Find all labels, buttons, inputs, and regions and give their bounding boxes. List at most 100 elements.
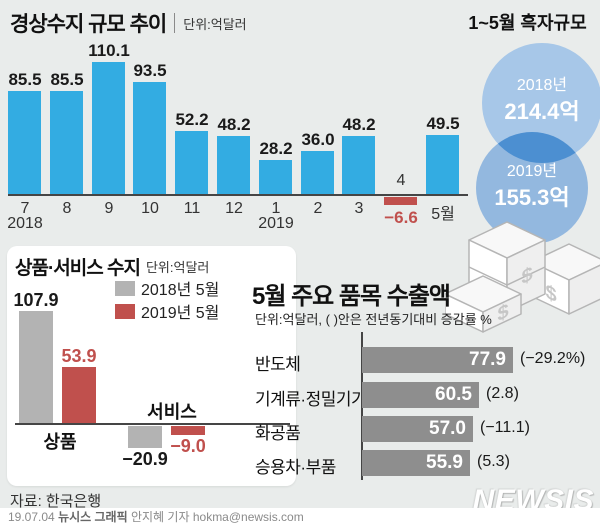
legend-label-2018: 2018년 5월 bbox=[141, 282, 220, 299]
export-change-label: (−11.1) bbox=[480, 419, 530, 436]
month-label: 10 bbox=[141, 200, 159, 217]
export-bar-value: 77.9 bbox=[469, 349, 506, 370]
top-chart-bar bbox=[426, 135, 459, 194]
circle-2019-value: 155.3억 bbox=[494, 185, 569, 210]
circle-2019-year: 2019년 bbox=[507, 162, 557, 180]
money-bundle-face bbox=[568, 264, 600, 315]
top-chart-bar bbox=[301, 151, 334, 194]
month-label: 5월 bbox=[431, 206, 455, 223]
exports-title: 5월 주요 품목 수출액 bbox=[252, 283, 451, 310]
export-item-label: 승용차·부품 bbox=[255, 458, 336, 477]
top-chart-bar bbox=[50, 91, 83, 194]
export-item-label: 기계류·정밀기기 bbox=[255, 390, 367, 409]
month-label: 12 bbox=[225, 200, 243, 217]
top-chart-bar bbox=[92, 62, 125, 194]
top-chart-bar bbox=[133, 82, 166, 194]
goods-services-panel: 상품·서비스 수지 단위:억달러 2018년 5월 2019년 5월 107.9… bbox=[7, 246, 296, 486]
export-bar: 60.5 bbox=[362, 382, 479, 408]
title-divider bbox=[174, 13, 176, 33]
legend-row-2019: 2019년 5월 bbox=[115, 299, 219, 323]
surplus-title: 1~5월 흑자규모 bbox=[468, 13, 587, 33]
exports-bar-list: 반도체 77.9 (−29.2%) 기계류·정밀기기 60.5 (2.8) 화공품 57.0 (… bbox=[255, 330, 600, 505]
x-axis-line bbox=[15, 423, 290, 425]
export-change-label: (5.3) bbox=[477, 453, 510, 470]
top-chart-unit: 단위:억달러 bbox=[183, 16, 247, 32]
goods-services-bar-chart: 107.9 −20.9 53.9 −9.0 상품 서비스 bbox=[7, 246, 296, 486]
credit-rest: 안지혜 기자 hokma@newsis.com bbox=[127, 510, 304, 524]
circle-2018-value: 214.4억 bbox=[504, 99, 579, 124]
money-stack-illustration: $ $ $ bbox=[445, 221, 600, 333]
circle-2018 bbox=[482, 43, 600, 163]
category-label-goods: 상품 bbox=[43, 432, 77, 452]
top-chart-bar bbox=[217, 136, 250, 194]
month-label: 7 bbox=[20, 200, 30, 217]
export-change-label: (−29.2%) bbox=[520, 350, 586, 367]
money-bundle-face bbox=[482, 293, 522, 333]
month-label: 4 bbox=[396, 172, 406, 189]
surplus-bubble-chart: 2018년 214.4억 2019년 155.3억 bbox=[476, 43, 600, 244]
goods-services-header: 상품·서비스 수지 단위:억달러 bbox=[15, 253, 209, 280]
bar-value-label: 28.2 bbox=[259, 139, 293, 158]
exports-unit-note: 단위:억달러, ( )안은 전년동기대비 증감률 % bbox=[255, 312, 492, 327]
export-bar: 57.0 bbox=[362, 416, 473, 442]
top-chart-title: 경상수지 규모 추이 bbox=[10, 13, 167, 36]
category-label-services: 서비스 bbox=[147, 402, 197, 422]
goods-bar bbox=[19, 311, 53, 423]
source-note: 자료: 한국은행 bbox=[10, 493, 102, 510]
legend-swatch-2018 bbox=[115, 280, 135, 296]
dollar-sign-icon: $ bbox=[545, 280, 556, 307]
year-label: 2018 bbox=[7, 215, 43, 232]
bar-value-label: 52.2 bbox=[175, 110, 209, 129]
bar-value-label: 48.2 bbox=[342, 115, 376, 134]
top-chart-bar bbox=[342, 136, 375, 194]
credit-org: 뉴시스 그래픽 bbox=[58, 510, 128, 524]
month-label: 2 bbox=[313, 200, 323, 217]
goods-services-title: 상품·서비스 수지 bbox=[15, 258, 141, 279]
goods-value-label: 53.9 bbox=[61, 346, 97, 366]
export-bar-value: 57.0 bbox=[429, 418, 466, 439]
x-axis-line bbox=[8, 194, 468, 196]
top-chart-bar bbox=[259, 160, 292, 194]
circle-2018-year: 2018년 bbox=[517, 76, 567, 94]
dollar-sign-icon: $ bbox=[497, 299, 508, 326]
month-label: 8 bbox=[62, 200, 72, 217]
goods-bar bbox=[62, 367, 96, 423]
money-bundle-strap bbox=[468, 266, 546, 286]
goods-bar-negative bbox=[128, 426, 162, 448]
top-chart-bar bbox=[8, 91, 41, 194]
credit-date: 19.07.04 bbox=[8, 510, 55, 524]
bar-value-label: 36.0 bbox=[301, 130, 335, 149]
dollar-sign-icon: $ bbox=[521, 262, 532, 289]
goods-bar-negative bbox=[171, 426, 205, 435]
bar-value-label: 49.5 bbox=[426, 114, 460, 133]
month-label: 3 bbox=[354, 200, 364, 217]
top-chart-header: 경상수지 규모 추이 단위:억달러 bbox=[10, 8, 247, 38]
export-bar: 55.9 bbox=[362, 450, 470, 476]
export-change-label: (2.8) bbox=[486, 385, 519, 402]
goods-value-label-negative: −9.0 bbox=[170, 436, 206, 456]
top-chart-bar-negative bbox=[384, 197, 417, 205]
legend-label-2019: 2019년 5월 bbox=[141, 305, 220, 322]
credit-line: 19.07.04 뉴시스 그래픽 안지혜 기자 hokma@newsis.com bbox=[0, 508, 600, 527]
goods-value-label-negative: −20.9 bbox=[122, 449, 168, 469]
bar-value-label-negative: −6.6 bbox=[384, 208, 418, 227]
bar-value-label: 93.5 bbox=[133, 61, 167, 80]
current-account-bar-chart: 85.5 7 85.5 8 110.1 9 93.5 10 52.2 11 48.2 12 28.2 1 3… bbox=[7, 40, 472, 255]
legend-row-2018: 2018년 5월 bbox=[115, 276, 219, 300]
bar-value-label: 110.1 bbox=[88, 41, 130, 60]
bar-value-label: 85.5 bbox=[8, 70, 42, 89]
export-bar-value: 60.5 bbox=[435, 384, 472, 405]
year-label: 2019 bbox=[258, 215, 294, 232]
export-bar: 77.9 bbox=[362, 347, 513, 373]
legend-swatch-2019 bbox=[115, 303, 135, 319]
bar-value-label: 48.2 bbox=[217, 115, 251, 134]
goods-services-unit: 단위:억달러 bbox=[145, 260, 210, 275]
month-label: 9 bbox=[104, 200, 114, 217]
credit-strip: 19.07.04 뉴시스 그래픽 안지혜 기자 hokma@newsis.com bbox=[0, 508, 600, 527]
month-label: 1 bbox=[271, 200, 281, 217]
export-bar-value: 55.9 bbox=[426, 452, 463, 473]
month-label: 11 bbox=[183, 200, 201, 217]
export-item-label: 반도체 bbox=[255, 355, 301, 374]
top-chart-bar bbox=[175, 131, 208, 194]
bar-value-label: 85.5 bbox=[50, 70, 84, 89]
